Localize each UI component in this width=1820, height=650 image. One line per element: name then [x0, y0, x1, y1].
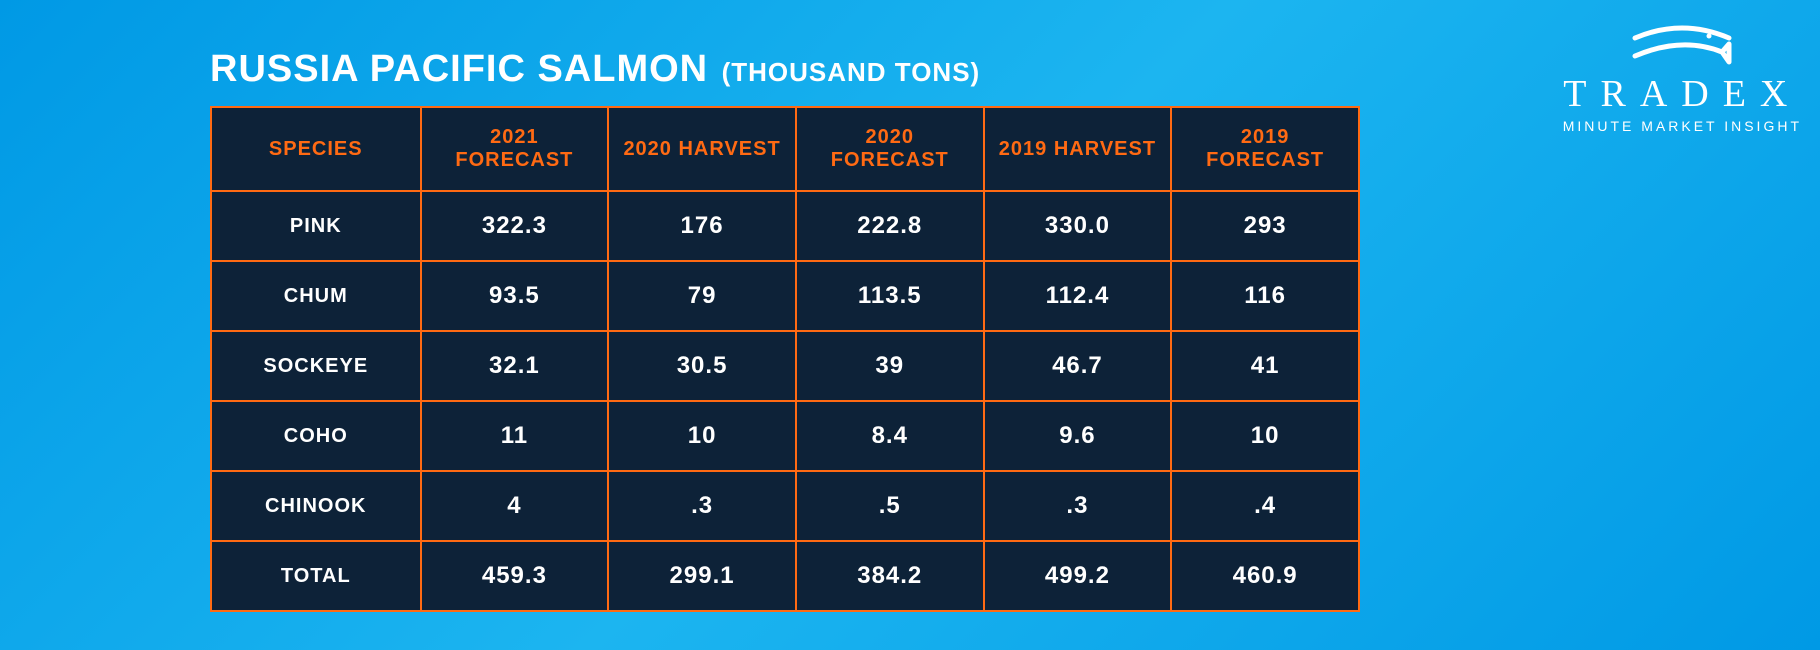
row-label-cell: CHUM	[211, 261, 421, 331]
table-header-cell: 2021 FORECAST	[421, 107, 609, 191]
data-cell: 93.5	[421, 261, 609, 331]
table-row: SOCKEYE32.130.53946.741	[211, 331, 1359, 401]
chart-title: RUSSIA PACIFIC SALMON (THOUSAND TONS)	[210, 48, 980, 91]
row-label-cell: SOCKEYE	[211, 331, 421, 401]
table-row: COHO11108.49.610	[211, 401, 1359, 471]
table-row: CHUM93.579113.5112.4116	[211, 261, 1359, 331]
brand-tagline: MINUTE MARKET INSIGHT	[1563, 118, 1802, 134]
data-cell: 330.0	[984, 191, 1172, 261]
table-header-cell: 2020 FORECAST	[796, 107, 984, 191]
data-cell: 11	[421, 401, 609, 471]
row-label-cell: CHINOOK	[211, 471, 421, 541]
data-cell: 116	[1171, 261, 1359, 331]
salmon-table: SPECIES2021 FORECAST2020 HARVEST2020 FOR…	[210, 106, 1360, 612]
table-header-row: SPECIES2021 FORECAST2020 HARVEST2020 FOR…	[211, 107, 1359, 191]
data-cell: 176	[608, 191, 796, 261]
title-main: RUSSIA PACIFIC SALMON	[210, 48, 708, 90]
data-cell: .3	[608, 471, 796, 541]
brand-logo: TRADEX MINUTE MARKET INSIGHT	[1563, 22, 1802, 134]
data-cell: 10	[1171, 401, 1359, 471]
data-cell: 222.8	[796, 191, 984, 261]
fish-wave-icon	[1627, 22, 1737, 68]
table-row: PINK322.3176222.8330.0293	[211, 191, 1359, 261]
data-cell: 322.3	[421, 191, 609, 261]
data-cell: 9.6	[984, 401, 1172, 471]
data-cell: 46.7	[984, 331, 1172, 401]
brand-name: TRADEX	[1563, 72, 1802, 116]
data-cell: 39	[796, 331, 984, 401]
table-row: CHINOOK4.3.5.3.4	[211, 471, 1359, 541]
data-cell: 41	[1171, 331, 1359, 401]
table-header-cell: SPECIES	[211, 107, 421, 191]
data-cell: 293	[1171, 191, 1359, 261]
data-cell: 8.4	[796, 401, 984, 471]
data-cell: 79	[608, 261, 796, 331]
table-row: TOTAL459.3299.1384.2499.2460.9	[211, 541, 1359, 611]
data-cell: 499.2	[984, 541, 1172, 611]
data-cell: .4	[1171, 471, 1359, 541]
data-cell: 4	[421, 471, 609, 541]
data-cell: 459.3	[421, 541, 609, 611]
data-cell: 10	[608, 401, 796, 471]
data-cell: 384.2	[796, 541, 984, 611]
table-header-cell: 2020 HARVEST	[608, 107, 796, 191]
table-header-cell: 2019 FORECAST	[1171, 107, 1359, 191]
data-cell: 113.5	[796, 261, 984, 331]
row-label-cell: COHO	[211, 401, 421, 471]
row-label-cell: TOTAL	[211, 541, 421, 611]
data-cell: 460.9	[1171, 541, 1359, 611]
data-cell: 32.1	[421, 331, 609, 401]
data-cell: .3	[984, 471, 1172, 541]
data-cell: 299.1	[608, 541, 796, 611]
row-label-cell: PINK	[211, 191, 421, 261]
title-subtitle: (THOUSAND TONS)	[722, 57, 981, 87]
table-header-cell: 2019 HARVEST	[984, 107, 1172, 191]
data-cell: 30.5	[608, 331, 796, 401]
data-cell: .5	[796, 471, 984, 541]
table-body: PINK322.3176222.8330.0293CHUM93.579113.5…	[211, 191, 1359, 611]
data-cell: 112.4	[984, 261, 1172, 331]
